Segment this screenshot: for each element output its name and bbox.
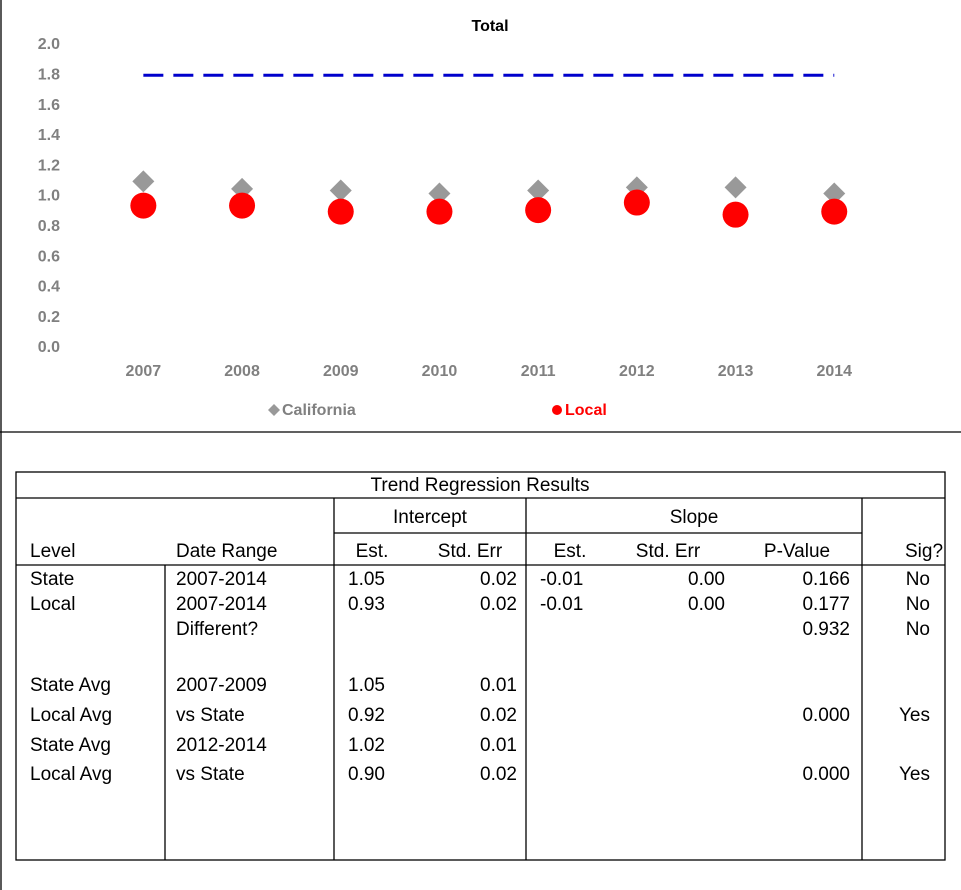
table-cell: 0.92 [348, 705, 385, 726]
table-cell: -0.01 [540, 569, 583, 590]
data-point [428, 182, 451, 205]
y-tick-label: 0.4 [38, 279, 60, 296]
table-cell: 0.000 [802, 764, 850, 785]
data-point [722, 201, 749, 228]
data-point [426, 198, 453, 225]
table-cell: 2012-2014 [176, 735, 267, 756]
data-point [527, 179, 550, 202]
column-header: Est. [554, 541, 587, 562]
column-header: Sig? [905, 541, 943, 562]
column-header: Est. [356, 541, 389, 562]
data-point [132, 170, 155, 193]
data-point [724, 176, 747, 199]
table-cell: 0.01 [480, 735, 517, 756]
table-cell: 0.02 [480, 594, 517, 615]
table-title: Trend Regression Results [371, 475, 590, 496]
data-point [525, 197, 552, 224]
table-cell: Different? [176, 619, 258, 640]
table-cell: No [906, 569, 930, 590]
y-tick-label: 2.0 [38, 36, 60, 53]
y-tick-label: 0.0 [38, 339, 60, 356]
table-cell: 0.932 [802, 619, 850, 640]
table-cell: 2007-2009 [176, 675, 267, 696]
table-cell: Local Avg [30, 705, 112, 726]
x-tick-label: 2012 [619, 363, 655, 380]
column-header: Std. Err [636, 541, 701, 562]
table-cell: State Avg [30, 735, 111, 756]
data-point [623, 189, 650, 216]
y-tick-label: 1.8 [38, 67, 60, 84]
y-tick-label: 1.6 [38, 97, 60, 114]
chart-title: Total [471, 18, 508, 35]
legend-label: Local [565, 402, 607, 419]
table-cell: 0.000 [802, 705, 850, 726]
table-cell: 0.93 [348, 594, 385, 615]
table-cell: State [30, 569, 74, 590]
table-cell: 0.177 [802, 594, 850, 615]
table-cell: 1.05 [348, 675, 385, 696]
table-cell: -0.01 [540, 594, 583, 615]
y-tick-label: 1.4 [38, 127, 60, 144]
x-tick-label: 2014 [816, 363, 852, 380]
table-cell: 0.00 [688, 594, 725, 615]
table-cell: Local [30, 594, 75, 615]
column-header: Date Range [176, 541, 277, 562]
data-point [130, 192, 157, 219]
legend-marker [268, 404, 280, 416]
column-header: Std. Err [438, 541, 503, 562]
table-cell: 2007-2014 [176, 594, 267, 615]
table-frame [15, 471, 946, 861]
data-point [823, 182, 846, 205]
table-cell: State Avg [30, 675, 111, 696]
group-header: Intercept [393, 507, 468, 528]
group-header: Slope [670, 507, 719, 528]
y-tick-label: 1.0 [38, 188, 60, 205]
data-point [821, 198, 848, 225]
x-tick-label: 2013 [718, 363, 754, 380]
table-cell: Local Avg [30, 764, 112, 785]
table-cell: No [906, 594, 930, 615]
table-cell: 0.90 [348, 764, 385, 785]
table-cell: 1.02 [348, 735, 385, 756]
table-cell: 0.02 [480, 569, 517, 590]
table-cell: 1.05 [348, 569, 385, 590]
x-tick-label: 2011 [521, 363, 556, 380]
table-cell: 0.02 [480, 705, 517, 726]
data-point [229, 192, 256, 219]
table-cell: vs State [176, 764, 245, 785]
table-cell: 0.00 [688, 569, 725, 590]
x-tick-label: 2010 [422, 363, 458, 380]
data-point [327, 198, 354, 225]
y-tick-label: 0.2 [38, 309, 60, 326]
table-cell: 0.166 [802, 569, 850, 590]
y-tick-label: 0.6 [38, 248, 60, 265]
legend-marker [552, 405, 562, 415]
table-cell: Yes [899, 764, 930, 785]
x-tick-label: 2008 [224, 363, 260, 380]
column-header: P-Value [764, 541, 830, 562]
table-cell: vs State [176, 705, 245, 726]
table-cell: 0.02 [480, 764, 517, 785]
table-cell: No [906, 619, 930, 640]
x-tick-label: 2009 [323, 363, 359, 380]
x-tick-label: 2007 [126, 363, 162, 380]
y-tick-label: 0.8 [38, 218, 60, 235]
table-cell: Yes [899, 705, 930, 726]
y-tick-label: 1.2 [38, 157, 60, 174]
column-header: Level [30, 541, 75, 562]
legend-label: California [282, 402, 356, 419]
data-point [329, 179, 352, 202]
table-cell: 2007-2014 [176, 569, 267, 590]
table-cell: 0.01 [480, 675, 517, 696]
